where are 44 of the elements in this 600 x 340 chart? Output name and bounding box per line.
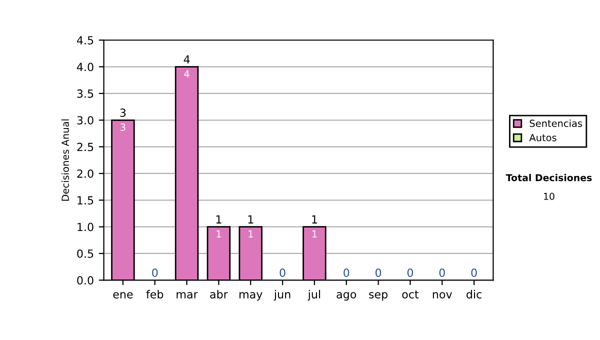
y-tick-label: 3.0 <box>77 116 94 125</box>
x-tick-label: nov <box>432 292 452 298</box>
total-label: 0 <box>407 268 414 277</box>
y-tick-label: 2.0 <box>77 169 94 178</box>
total-label: 0 <box>344 268 350 277</box>
total-label: 3 <box>120 108 126 117</box>
legend-label: Autos <box>529 134 556 142</box>
total-label: 1 <box>312 215 317 224</box>
total-label: 1 <box>248 215 254 224</box>
x-tick-label: may <box>240 292 262 301</box>
x-tick-label: ene <box>113 292 133 298</box>
x-tick-label: mar <box>176 292 198 298</box>
data-label: 1 <box>248 230 253 238</box>
x-tick-label: oct <box>402 290 419 298</box>
y-tick-label: 2.5 <box>77 142 94 152</box>
x-tick-label: abr <box>210 290 228 298</box>
y-tick-label: 4.0 <box>76 62 94 72</box>
x-tick-label: jul <box>308 290 320 301</box>
x-tick-label: feb <box>146 290 164 298</box>
x-tick-label: sep <box>369 292 388 301</box>
data-label: 1 <box>312 230 317 238</box>
data-label: 1 <box>216 230 221 238</box>
y-tick-label: 0.5 <box>77 249 94 258</box>
y-axis-title: Decisiones Anual <box>61 119 69 201</box>
total-label: 0 <box>152 268 158 277</box>
legend-label: Sentencias <box>530 119 582 128</box>
y-tick-label: 1.5 <box>78 196 94 205</box>
total-label: 0 <box>375 268 382 277</box>
text: 10 <box>544 192 554 200</box>
x-tick-label: dic <box>466 290 482 298</box>
total-label: 0 <box>439 268 445 277</box>
x-tick-label: ago <box>336 292 356 301</box>
y-tick-label: 0.0 <box>77 276 94 285</box>
data-label: 3 <box>120 124 126 131</box>
data-label: 4 <box>184 70 190 78</box>
y-tick-label: 4.5 <box>76 36 94 44</box>
total-label: 1 <box>216 215 222 224</box>
text: Total Decisiones <box>506 174 592 182</box>
x-tick-label: jun <box>274 290 290 301</box>
total-label: 0 <box>280 268 286 277</box>
total-label: 4 <box>184 55 190 64</box>
total-label: 0 <box>471 268 477 277</box>
y-tick-label: 3.5 <box>77 89 94 98</box>
y-tick-label: 1.0 <box>78 222 94 232</box>
